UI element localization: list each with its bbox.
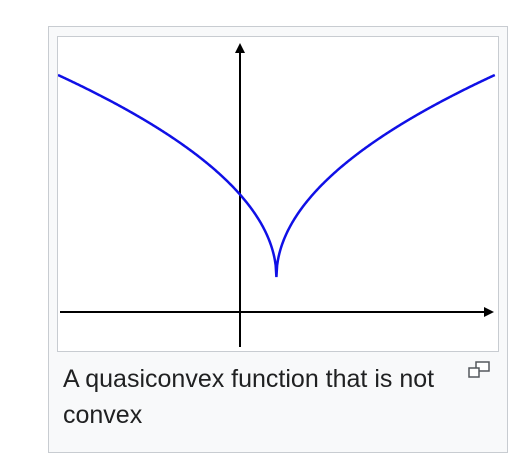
plot-image[interactable]	[57, 36, 499, 352]
magnify-clip-icon[interactable]	[467, 361, 491, 379]
figure-caption: A quasiconvex function that is not conve…	[63, 365, 435, 429]
figure-thumbnail: A quasiconvex function that is not conve…	[48, 26, 508, 453]
quasiconvex-plot	[58, 43, 496, 347]
function-curve	[58, 73, 496, 278]
